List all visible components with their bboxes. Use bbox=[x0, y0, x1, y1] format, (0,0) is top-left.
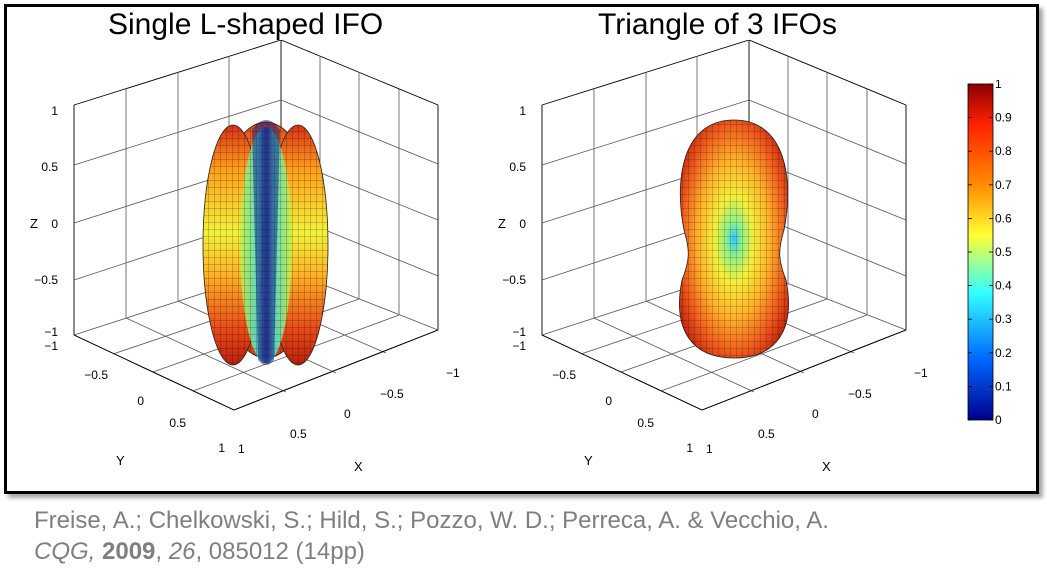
colorbar-tick-label: 0.5 bbox=[995, 245, 1012, 259]
right-plot-title: Triangle of 3 IFOs bbox=[598, 8, 837, 41]
citation-journal: CQG, bbox=[34, 538, 96, 565]
y-axis-label: Y bbox=[116, 453, 125, 468]
z-tick: −0.5 bbox=[502, 273, 526, 287]
citation-pages: , 085012 (14pp) bbox=[195, 538, 365, 565]
z-tick: 0 bbox=[519, 217, 526, 231]
left-x-ticks: −1 −0.5 0 0.5 1 X bbox=[238, 366, 460, 474]
y-tick: 0 bbox=[605, 394, 612, 408]
x-tick: 0 bbox=[344, 407, 351, 421]
y-tick: −1 bbox=[512, 339, 526, 353]
right-x-ticks: −1 −0.5 0 0.5 1 X bbox=[706, 366, 928, 474]
z-tick: −1 bbox=[512, 325, 526, 339]
left-antenna-pattern-surface bbox=[202, 120, 329, 366]
colorbar-tick-label: 0.4 bbox=[995, 279, 1012, 293]
y-tick: −0.5 bbox=[552, 368, 576, 382]
citation-year: 2009 bbox=[102, 538, 156, 565]
y-tick: 1 bbox=[686, 441, 693, 455]
x-tick: 0 bbox=[812, 407, 819, 421]
y-tick: 0.5 bbox=[169, 416, 186, 430]
y-tick: −0.5 bbox=[84, 368, 108, 382]
colorbar-tick-label: 0.8 bbox=[995, 144, 1012, 158]
z-tick: 0.5 bbox=[41, 160, 58, 174]
right-antenna-pattern-surface bbox=[679, 119, 789, 359]
colorbar-tick-label: 0.2 bbox=[995, 346, 1012, 360]
left-axes-box bbox=[73, 40, 439, 411]
colorbar-tick-label: 0.9 bbox=[995, 111, 1012, 125]
colorbar-tick-label: 0.7 bbox=[995, 178, 1012, 192]
citation-source: CQG, 2009, 26, 085012 (14pp) bbox=[34, 538, 365, 565]
x-axis-label: X bbox=[354, 459, 363, 474]
citation-authors: Freise, A.; Chelkowski, S.; Hild, S.; Po… bbox=[34, 507, 829, 534]
colorbar: 1 0.9 0.8 0.7 0.6 0.5 0.4 0.3 0.2 0.1 0 bbox=[967, 80, 1012, 427]
x-tick: −0.5 bbox=[380, 387, 404, 401]
citation-volume: 26 bbox=[168, 538, 196, 565]
z-tick: 1 bbox=[51, 104, 58, 118]
z-tick: −0.5 bbox=[34, 273, 58, 287]
colorbar-tick-label: 0.1 bbox=[995, 379, 1012, 393]
x-tick: 1 bbox=[238, 442, 245, 456]
right-3d-plot: 1 0.5 0 −0.5 −1 Z −1 −0.5 0 0.5 1 Y −1 −… bbox=[498, 40, 928, 474]
x-tick: −1 bbox=[914, 366, 928, 380]
left-3d-plot: 1 0.5 0 −0.5 −1 Z −1 −0.5 0 0.5 1 Y −1 −… bbox=[30, 40, 460, 474]
x-tick: −1 bbox=[446, 366, 460, 380]
left-plot-title: Single L-shaped IFO bbox=[108, 8, 384, 41]
x-axis-label: X bbox=[822, 459, 831, 474]
z-axis-label: Z bbox=[498, 216, 506, 231]
colorbar-tick-label: 0.3 bbox=[995, 312, 1012, 326]
z-axis-label: Z bbox=[30, 216, 38, 231]
right-y-ticks: −1 −0.5 0 0.5 1 Y bbox=[512, 339, 693, 468]
z-tick: 0.5 bbox=[509, 160, 526, 174]
x-tick: 0.5 bbox=[758, 427, 775, 441]
colorbar-tick-label: 0 bbox=[995, 413, 1002, 427]
colorbar-tick-label: 0.6 bbox=[995, 211, 1012, 225]
z-tick: −1 bbox=[44, 325, 58, 339]
left-y-ticks: −1 −0.5 0 0.5 1 Y bbox=[44, 339, 225, 468]
y-tick: −1 bbox=[44, 339, 58, 353]
colorbar-tick-label: 1 bbox=[995, 80, 1002, 91]
y-tick: 0.5 bbox=[637, 416, 654, 430]
colorbar-ticks: 1 0.9 0.8 0.7 0.6 0.5 0.4 0.3 0.2 0.1 0 bbox=[968, 80, 1012, 427]
y-axis-label: Y bbox=[584, 453, 593, 468]
x-tick: 1 bbox=[706, 442, 713, 456]
right-z-ticks: 1 0.5 0 −0.5 −1 Z bbox=[498, 104, 526, 339]
x-tick: 0.5 bbox=[290, 427, 307, 441]
x-tick: −0.5 bbox=[848, 387, 872, 401]
y-tick: 0 bbox=[137, 394, 144, 408]
left-z-ticks: 1 0.5 0 −0.5 −1 Z bbox=[30, 104, 58, 339]
z-tick: 1 bbox=[519, 104, 526, 118]
z-tick: 0 bbox=[51, 217, 58, 231]
figure-frame bbox=[4, 4, 1039, 494]
y-tick: 1 bbox=[218, 441, 225, 455]
